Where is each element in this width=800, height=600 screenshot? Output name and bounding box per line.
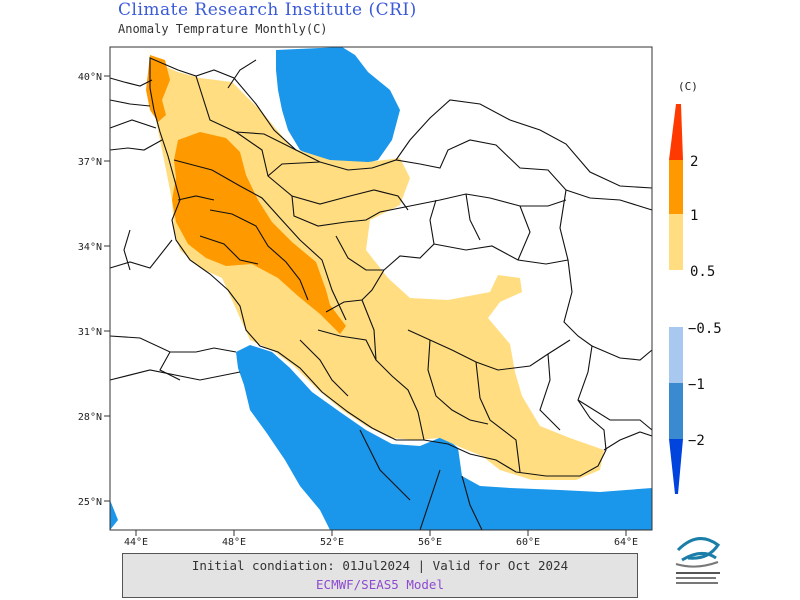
map-title: Climate Research Institute (CRI) [118, 0, 417, 20]
footer-model: ECMWF/SEAS5 Model [316, 577, 444, 592]
lat-label-25: 25°N [78, 497, 102, 508]
anomaly-hot-region-w [172, 132, 346, 334]
map-subtitle: Anomaly Temprature Monthly(C) [118, 22, 328, 36]
axis-ticks [104, 75, 627, 536]
lon-label-60: 60°E [516, 537, 540, 548]
legend-label-n2: −2 [688, 433, 705, 449]
lat-label-40: 40°N [78, 72, 102, 83]
legend-lt-n2 [669, 439, 683, 494]
map-frame [109, 46, 653, 531]
lon-label-56: 56°E [418, 537, 442, 548]
caspian-sea [276, 47, 400, 165]
legend-n05-1 [669, 327, 683, 383]
lon-label-64: 64°E [614, 537, 638, 548]
footer-initial-condition: Initial condiation: 01Jul2024 | Valid fo… [191, 558, 569, 573]
legend-label-n05: −0.5 [688, 321, 722, 337]
legend-n1-2 [669, 383, 683, 439]
lon-label-52: 52°E [320, 537, 344, 548]
legend-05-1 [669, 214, 683, 270]
legend: (C) 2 1 0.5 −0.5 −1 −2 [669, 80, 722, 494]
legend-1-2 [669, 160, 683, 214]
legend-label-1: 1 [690, 208, 698, 224]
lat-label-34: 34°N [78, 242, 102, 253]
lat-label-37: 37°N [78, 157, 102, 168]
legend-label-05: 0.5 [690, 264, 715, 280]
legend-unit: (C) [678, 80, 698, 93]
legend-label-2: 2 [690, 154, 698, 170]
legend-gt2 [669, 104, 683, 160]
research-institute-logo-icon [675, 537, 721, 584]
footer-panel: Initial condiation: 01Jul2024 | Valid fo… [122, 553, 638, 598]
borders [109, 57, 653, 531]
lat-label-31: 31°N [78, 327, 102, 338]
anomaly-hot-region-nw [146, 55, 170, 122]
lat-label-28: 28°N [78, 412, 102, 423]
lon-label-44: 44°E [124, 537, 148, 548]
legend-label-n1: −1 [688, 377, 705, 393]
lon-label-48: 48°E [222, 537, 246, 548]
